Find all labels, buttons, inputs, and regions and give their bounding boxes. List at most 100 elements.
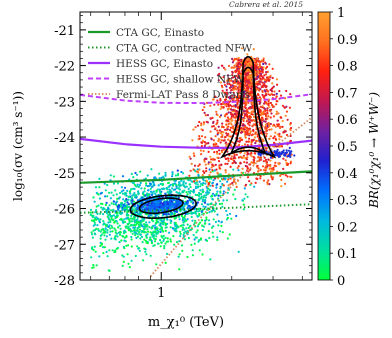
scatter-point	[212, 225, 215, 228]
scatter-point	[210, 202, 213, 206]
scatter-point	[277, 163, 281, 166]
scatter-point	[260, 72, 263, 75]
scatter-point	[138, 228, 142, 231]
scatter-point	[229, 91, 232, 94]
scatter-point	[217, 160, 221, 163]
scatter-point	[91, 266, 94, 269]
scatter-point	[121, 192, 125, 195]
scatter-point	[285, 149, 288, 152]
scatter-point	[215, 143, 218, 146]
colorbar-tick-label: 0.1	[337, 247, 358, 262]
scatter-point	[284, 174, 287, 177]
scatter-point	[98, 177, 101, 180]
scatter-point	[285, 110, 289, 113]
scatter-point	[103, 207, 106, 210]
scatter-point	[280, 185, 283, 188]
scatter-point	[247, 83, 251, 86]
scatter-point	[256, 133, 259, 136]
scatter-point	[133, 187, 136, 190]
scatter-point	[229, 111, 232, 114]
scatter-point	[268, 125, 271, 128]
scatter-point	[225, 144, 228, 147]
scatter-point	[127, 229, 130, 232]
scatter-point	[148, 221, 151, 224]
scatter-point	[262, 62, 265, 66]
scatter-point	[259, 127, 262, 130]
scatter-point	[240, 61, 243, 64]
scatter-point	[275, 110, 278, 113]
scatter-point	[168, 200, 172, 203]
scatter-point	[216, 190, 219, 193]
scatter-point	[186, 218, 189, 221]
scatter-point	[222, 190, 225, 193]
scatter-point	[234, 64, 237, 67]
scatter-point	[207, 142, 210, 145]
scatter-point	[177, 255, 180, 258]
scatter-point	[239, 151, 242, 154]
scatter-point	[239, 162, 242, 165]
scatter-point	[126, 201, 129, 204]
scatter-point	[91, 246, 94, 249]
scatter-point	[229, 135, 232, 138]
scatter-point	[118, 209, 121, 212]
scatter-point	[284, 159, 287, 162]
scatter-point	[169, 238, 172, 241]
scatter-point	[194, 126, 197, 129]
scatter-point	[196, 124, 200, 127]
scatter-point	[135, 219, 138, 222]
scatter-point	[236, 140, 239, 143]
scatter-point	[218, 72, 221, 75]
scatter-point	[225, 112, 228, 115]
scatter-point	[235, 69, 238, 72]
scatter-point	[281, 104, 285, 107]
scatter-point	[106, 255, 109, 258]
scatter-point	[207, 150, 210, 153]
scatter-point	[266, 70, 269, 73]
scatter-point	[198, 168, 201, 171]
scatter-point	[281, 119, 284, 123]
scatter-point	[145, 184, 148, 187]
scatter-point	[258, 63, 261, 66]
scatter-point	[159, 230, 162, 234]
scatter-point	[164, 171, 167, 174]
scatter-point	[175, 183, 178, 186]
scatter-point	[226, 74, 230, 77]
scatter-point	[212, 218, 215, 221]
scatter-point	[274, 165, 278, 168]
scatter-point	[271, 105, 274, 109]
scatter-point	[282, 157, 285, 160]
scatter-point	[128, 195, 131, 198]
scatter-point	[211, 184, 214, 187]
scatter-point	[106, 195, 109, 198]
scatter-point	[205, 180, 208, 183]
scatter-point	[100, 191, 103, 194]
scatter-point	[273, 90, 276, 93]
scatter-point	[176, 169, 179, 172]
scatter-point	[112, 175, 115, 178]
scatter-point	[201, 198, 204, 201]
scatter-point	[110, 191, 113, 194]
scatter-point	[266, 124, 269, 127]
scatter-point	[162, 207, 165, 210]
scatter-point	[205, 191, 208, 194]
scatter-point	[220, 221, 223, 224]
scatter-point	[200, 135, 204, 138]
scatter-point	[187, 187, 190, 190]
scatter-point	[164, 236, 167, 239]
scatter-point	[131, 232, 134, 235]
scatter-point	[272, 115, 276, 118]
scatter-point	[199, 237, 203, 240]
scatter-point	[197, 164, 200, 168]
scatter-point	[159, 200, 162, 203]
scatter-point	[164, 174, 167, 177]
scatter-point	[252, 123, 255, 126]
scatter-point	[123, 239, 126, 242]
axes: -28 -27 -26 -25 -24 -23 -22 -21 1	[54, 12, 312, 301]
scatter-point	[264, 123, 267, 126]
scatter-point	[103, 182, 106, 185]
scatter-point	[222, 199, 225, 202]
scatter-point	[178, 240, 181, 243]
scatter-point	[154, 228, 157, 231]
scatter-point	[152, 244, 155, 247]
